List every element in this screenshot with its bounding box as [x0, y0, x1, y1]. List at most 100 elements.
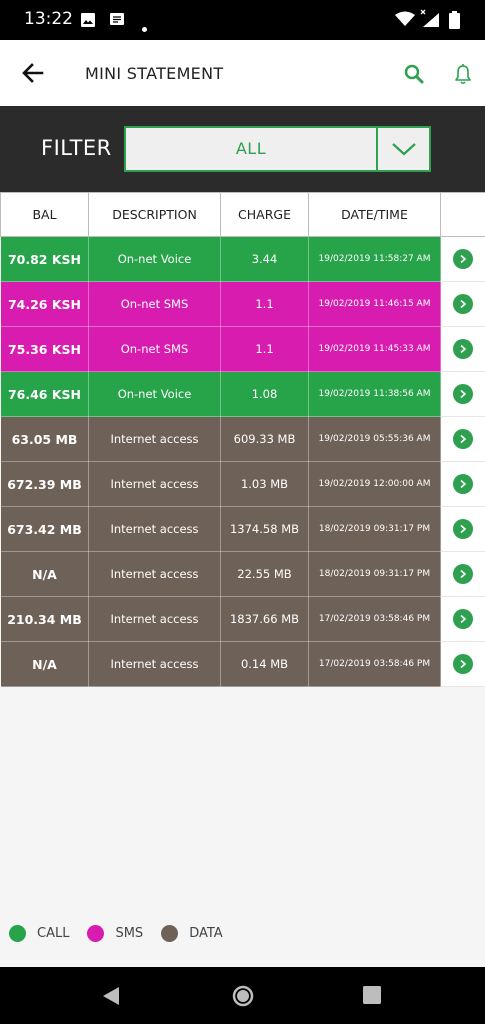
sms-dot-icon — [87, 925, 105, 942]
cell-balance: 210.34 MB — [0, 596, 89, 642]
cell-charge: 1374.58 MB — [220, 506, 309, 552]
cell-datetime: 19/02/2019 11:46:15 AM — [308, 281, 441, 327]
status-time: 13:22 — [24, 9, 73, 29]
cell-balance: 672.39 MB — [0, 461, 89, 507]
column-header-description: DESCRIPTION — [88, 192, 221, 237]
battery-icon — [449, 11, 460, 33]
column-header-datetime: DATE/TIME — [308, 192, 441, 237]
system-nav-bar — [0, 967, 485, 1024]
cell-datetime: 18/02/2019 09:31:17 PM — [308, 551, 441, 597]
cell-charge: 1.03 MB — [220, 461, 309, 507]
cell-description: Internet access — [88, 551, 221, 597]
data-dot-icon — [161, 925, 179, 942]
legend: CALL SMS DATA — [9, 925, 241, 942]
table-row[interactable]: 63.05 MB Internet access 609.33 MB 19/02/20… — [0, 416, 485, 462]
cell-action — [440, 506, 485, 552]
bell-icon[interactable] — [451, 62, 475, 86]
cell-description: On-net Voice — [88, 236, 221, 282]
cell-balance: 75.36 KSH — [0, 326, 89, 372]
cell-action — [440, 371, 485, 417]
cell-datetime: 18/02/2019 09:31:17 PM — [308, 506, 441, 552]
cell-datetime: 19/02/2019 11:45:33 AM — [308, 326, 441, 372]
cell-action — [440, 596, 485, 642]
chevron-right-icon[interactable] — [453, 429, 474, 449]
table-row[interactable]: 70.82 KSH On-net Voice 3.44 19/02/2019 11:5… — [0, 236, 485, 282]
legend-item-data: DATA — [161, 925, 223, 942]
cell-balance: 63.05 MB — [0, 416, 89, 462]
filter-selected-value: ALL — [235, 139, 267, 158]
cell-datetime: 17/02/2019 03:58:46 PM — [308, 641, 441, 687]
cell-charge: 1.1 — [220, 281, 309, 327]
nav-recents-icon[interactable] — [363, 986, 381, 1008]
column-header-action — [440, 192, 485, 237]
cell-datetime: 19/02/2019 12:00:00 AM — [308, 461, 441, 507]
message-icon — [110, 12, 124, 31]
table-row[interactable]: N/A Internet access 22.55 MB 18/02/2019 09:… — [0, 551, 485, 597]
cell-action — [440, 281, 485, 327]
cell-charge: 0.14 MB — [220, 641, 309, 687]
statement-table: BAL DESCRIPTION CHARGE DATE/TIME 70.82 K… — [0, 192, 485, 687]
dot-icon — [142, 17, 147, 36]
call-dot-icon — [9, 925, 26, 942]
cell-description: Internet access — [88, 461, 221, 507]
cell-charge: 3.44 — [220, 236, 309, 282]
cell-description: Internet access — [88, 596, 221, 642]
table-row[interactable]: 76.46 KSH On-net Voice 1.08 19/02/2019 11:3… — [0, 371, 485, 417]
cell-balance: 673.42 MB — [0, 506, 89, 552]
filter-dropdown[interactable]: ALL — [124, 126, 431, 172]
cell-datetime: 19/02/2019 05:55:36 AM — [308, 416, 441, 462]
app-bar: MINI STATEMENT — [0, 40, 485, 106]
nav-back-icon[interactable] — [102, 986, 120, 1010]
table-header-row: BAL DESCRIPTION CHARGE DATE/TIME — [0, 192, 485, 237]
table-row[interactable]: 75.36 KSH On-net SMS 1.1 19/02/2019 11:45:3… — [0, 326, 485, 372]
cell-charge: 1.1 — [220, 326, 309, 372]
table-row[interactable]: N/A Internet access 0.14 MB 17/02/2019 03:5… — [0, 641, 485, 687]
chevron-right-icon[interactable] — [453, 474, 474, 494]
legend-item-sms: SMS — [87, 925, 143, 942]
cell-description: On-net SMS — [88, 326, 221, 372]
filter-label: FILTER — [41, 136, 112, 160]
image-icon — [81, 12, 95, 31]
chevron-right-icon[interactable] — [453, 519, 474, 539]
chevron-right-icon[interactable] — [453, 609, 474, 629]
cell-description: Internet access — [88, 416, 221, 462]
chevron-right-icon[interactable] — [453, 294, 474, 314]
column-header-bal: BAL — [0, 192, 89, 237]
cell-charge: 1.08 — [220, 371, 309, 417]
cell-balance: 76.46 KSH — [0, 371, 89, 417]
chevron-right-icon[interactable] — [453, 654, 474, 674]
cell-description: On-net SMS — [88, 281, 221, 327]
cell-datetime: 17/02/2019 03:58:46 PM — [308, 596, 441, 642]
cell-description: On-net Voice — [88, 371, 221, 417]
status-bar: 13:22 — [0, 0, 485, 40]
chevron-right-icon[interactable] — [453, 249, 474, 269]
cell-action — [440, 461, 485, 507]
table-row[interactable]: 672.39 MB Internet access 1.03 MB 19/02/201… — [0, 461, 485, 507]
cell-datetime: 19/02/2019 11:58:27 AM — [308, 236, 441, 282]
cell-balance: N/A — [0, 551, 89, 597]
table-row[interactable]: 210.34 MB Internet access 1837.66 MB 17/02/… — [0, 596, 485, 642]
page-title: MINI STATEMENT — [85, 64, 224, 83]
legend-label-data: DATA — [189, 926, 223, 941]
chevron-right-icon[interactable] — [453, 384, 474, 404]
cell-action — [440, 551, 485, 597]
cell-charge: 22.55 MB — [220, 551, 309, 597]
nav-home-icon[interactable] — [232, 985, 254, 1011]
cell-balance: 74.26 KSH — [0, 281, 89, 327]
chevron-down-icon[interactable] — [376, 128, 429, 170]
back-arrow-icon[interactable] — [18, 58, 48, 88]
cell-balance: N/A — [0, 641, 89, 687]
chevron-right-icon[interactable] — [453, 564, 474, 584]
cell-action — [440, 236, 485, 282]
search-icon[interactable] — [403, 63, 425, 85]
table-row[interactable]: 74.26 KSH On-net SMS 1.1 19/02/2019 11:46:1… — [0, 281, 485, 327]
cell-datetime: 19/02/2019 11:38:56 AM — [308, 371, 441, 417]
cell-balance: 70.82 KSH — [0, 236, 89, 282]
table-row[interactable]: 673.42 MB Internet access 1374.58 MB 18/02/… — [0, 506, 485, 552]
legend-item-call: CALL — [9, 925, 69, 942]
legend-label-sms: SMS — [115, 926, 144, 941]
cell-action — [440, 326, 485, 372]
wifi-icon — [395, 11, 415, 31]
filter-bar: FILTER ALL — [0, 106, 485, 192]
chevron-right-icon[interactable] — [453, 339, 474, 359]
